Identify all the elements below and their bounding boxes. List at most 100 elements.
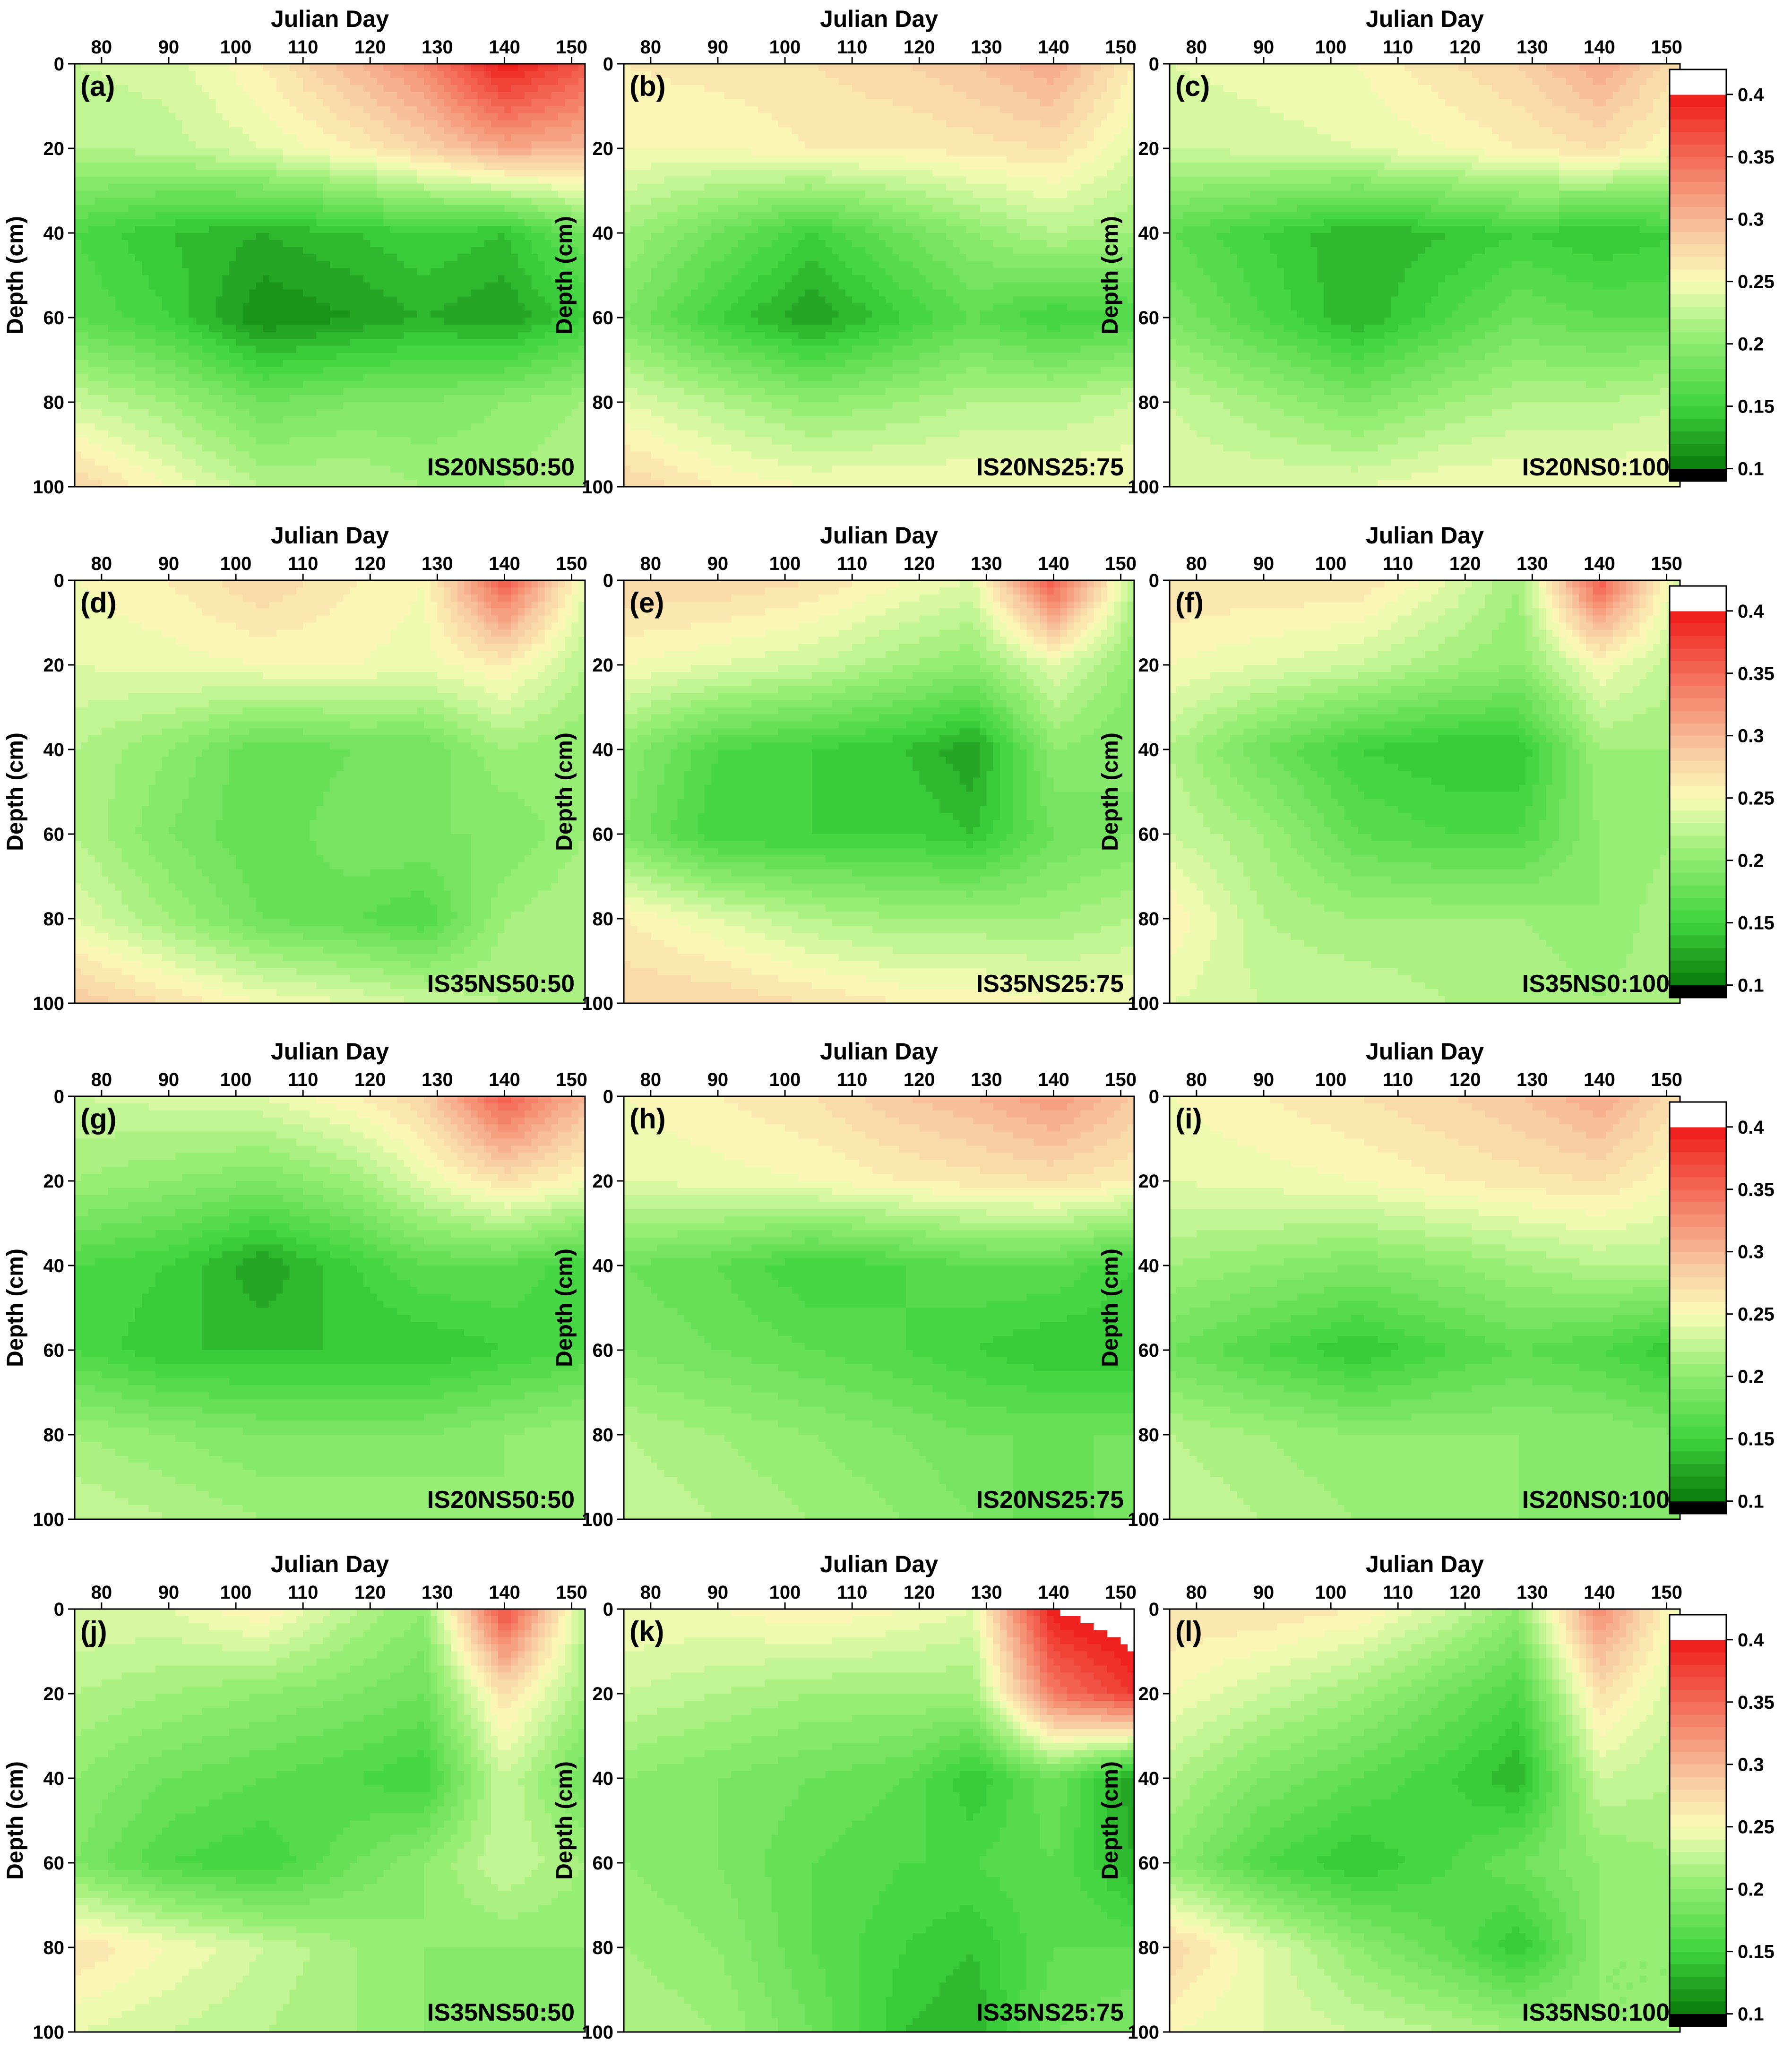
contour-cell bbox=[215, 106, 223, 114]
contour-cell bbox=[189, 226, 196, 233]
contour-cell bbox=[182, 289, 189, 297]
contour-cell bbox=[350, 163, 357, 170]
contour-cell bbox=[363, 289, 370, 297]
contour-cell bbox=[390, 155, 397, 163]
contour-cell bbox=[431, 268, 438, 276]
contour-cell bbox=[310, 240, 317, 248]
contour-cell bbox=[478, 303, 485, 311]
contour-cell bbox=[437, 177, 444, 184]
contour-cell bbox=[525, 247, 532, 255]
contour-cell bbox=[330, 212, 337, 219]
contour-cell bbox=[538, 64, 545, 71]
contour-cell bbox=[242, 282, 250, 290]
contour-cell bbox=[256, 64, 263, 71]
contour-cell bbox=[478, 184, 485, 191]
contour-cell bbox=[498, 163, 505, 170]
contour-cell bbox=[303, 71, 310, 78]
contour-cell bbox=[424, 289, 431, 297]
contour-cell bbox=[88, 163, 95, 170]
contour-cell bbox=[182, 113, 189, 121]
contour-cell bbox=[531, 226, 538, 233]
contour-cell bbox=[444, 282, 451, 290]
contour-cell bbox=[209, 148, 216, 156]
contour-cell bbox=[175, 303, 182, 311]
contour-cell bbox=[296, 71, 303, 78]
contour-cell bbox=[424, 240, 431, 248]
contour-cell bbox=[175, 205, 182, 212]
contour-cell bbox=[75, 163, 82, 170]
contour-cell bbox=[437, 120, 444, 128]
contour-cell bbox=[538, 92, 545, 100]
contour-cell bbox=[431, 212, 438, 219]
contour-cell bbox=[518, 141, 525, 149]
contour-cell bbox=[457, 127, 465, 135]
contour-cell bbox=[202, 177, 209, 184]
contour-cell bbox=[538, 184, 545, 191]
contour-cell bbox=[290, 148, 297, 156]
contour-cell bbox=[121, 198, 129, 205]
contour-cell bbox=[384, 198, 391, 205]
contour-cell bbox=[317, 113, 324, 121]
contour-cell bbox=[525, 296, 532, 304]
contour-cell bbox=[169, 85, 176, 93]
contour-cell bbox=[518, 268, 525, 276]
contour-cell bbox=[317, 155, 324, 163]
contour-cell bbox=[121, 191, 129, 198]
contour-cell bbox=[451, 184, 458, 191]
contour-cell bbox=[88, 261, 95, 269]
contour-cell bbox=[223, 289, 230, 297]
contour-cell bbox=[330, 163, 337, 170]
contour-cell bbox=[491, 134, 498, 142]
contour-cell bbox=[121, 282, 129, 290]
contour-cell bbox=[256, 275, 263, 283]
contour-cell bbox=[336, 99, 344, 107]
contour-cell bbox=[525, 141, 532, 149]
contour-cell bbox=[142, 170, 149, 177]
contour-cell bbox=[370, 303, 377, 311]
contour-cell bbox=[390, 64, 397, 71]
contour-cell bbox=[498, 212, 505, 219]
contour-cell bbox=[437, 113, 444, 121]
contour-cell bbox=[390, 303, 397, 311]
contour-cell bbox=[142, 247, 149, 255]
contour-cell bbox=[256, 233, 263, 241]
contour-cell bbox=[417, 64, 424, 71]
contour-cell bbox=[363, 219, 370, 226]
contour-cell bbox=[323, 113, 330, 121]
contour-cell bbox=[424, 64, 431, 71]
contour-cell bbox=[303, 268, 310, 276]
contour-cell bbox=[202, 261, 209, 269]
contour-cell bbox=[491, 64, 498, 71]
contour-cell bbox=[370, 170, 377, 177]
contour-cell bbox=[498, 219, 505, 226]
contour-cell bbox=[336, 191, 344, 198]
contour-cell bbox=[256, 134, 263, 142]
contour-cell bbox=[236, 303, 243, 311]
contour-cell bbox=[303, 296, 310, 304]
contour-cell bbox=[108, 198, 115, 205]
contour-cell bbox=[263, 240, 270, 248]
contour-cell bbox=[491, 78, 498, 86]
contour-cell bbox=[169, 191, 176, 198]
contour-cell bbox=[350, 177, 357, 184]
contour-cell bbox=[102, 170, 109, 177]
contour-cell bbox=[256, 296, 263, 304]
contour-cell bbox=[350, 155, 357, 163]
contour-cell bbox=[390, 71, 397, 78]
contour-cell bbox=[142, 205, 149, 212]
contour-cell bbox=[330, 198, 337, 205]
contour-cell bbox=[223, 233, 230, 241]
contour-cell bbox=[95, 219, 102, 226]
contour-cell bbox=[88, 212, 95, 219]
contour-cell bbox=[95, 205, 102, 212]
contour-cell bbox=[457, 64, 465, 71]
contour-cell bbox=[202, 163, 209, 170]
contour-cell bbox=[175, 177, 182, 184]
contour-cell bbox=[558, 184, 565, 191]
contour-cell bbox=[437, 296, 444, 304]
contour-cell bbox=[511, 85, 518, 93]
contour-cell bbox=[276, 127, 283, 135]
contour-cell bbox=[263, 233, 270, 241]
contour-cell bbox=[491, 184, 498, 191]
contour-cell bbox=[578, 134, 586, 142]
